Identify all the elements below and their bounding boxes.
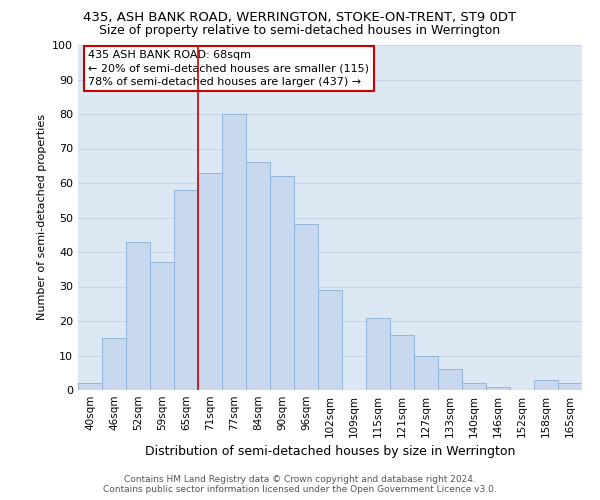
Bar [414,356,438,390]
Y-axis label: Number of semi-detached properties: Number of semi-detached properties [37,114,47,320]
Bar [150,262,174,390]
Bar [558,383,582,390]
Bar [270,176,294,390]
Bar [366,318,390,390]
Bar [246,162,270,390]
Bar [174,190,198,390]
Bar [102,338,126,390]
Bar [438,370,462,390]
Bar [126,242,150,390]
Text: 435, ASH BANK ROAD, WERRINGTON, STOKE-ON-TRENT, ST9 0DT: 435, ASH BANK ROAD, WERRINGTON, STOKE-ON… [83,11,517,24]
Bar [78,383,102,390]
Text: Contains HM Land Registry data © Crown copyright and database right 2024.
Contai: Contains HM Land Registry data © Crown c… [103,474,497,494]
Bar [486,386,510,390]
Bar [294,224,318,390]
Bar [318,290,342,390]
Bar [222,114,246,390]
Text: Size of property relative to semi-detached houses in Werrington: Size of property relative to semi-detach… [100,24,500,37]
Bar [462,383,486,390]
Bar [390,335,414,390]
Bar [534,380,558,390]
X-axis label: Distribution of semi-detached houses by size in Werrington: Distribution of semi-detached houses by … [145,446,515,458]
Text: 435 ASH BANK ROAD: 68sqm
← 20% of semi-detached houses are smaller (115)
78% of : 435 ASH BANK ROAD: 68sqm ← 20% of semi-d… [88,50,369,86]
Bar [198,172,222,390]
